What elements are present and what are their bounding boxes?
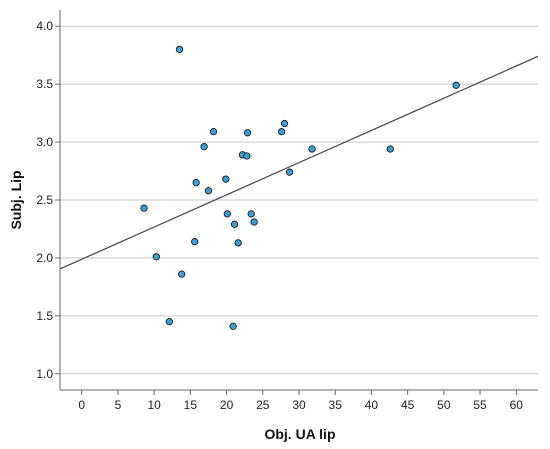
x-tick-label: 45 xyxy=(401,398,415,412)
y-tick-label: 3.0 xyxy=(36,135,53,149)
x-tick-label: 40 xyxy=(365,398,379,412)
x-tick-label: 35 xyxy=(329,398,343,412)
data-point xyxy=(243,152,251,160)
data-point xyxy=(192,178,200,187)
data-point xyxy=(285,168,294,176)
x-tick-label: 60 xyxy=(510,398,524,412)
data-point xyxy=(247,210,255,218)
data-point xyxy=(191,238,199,246)
fit-line xyxy=(59,55,539,270)
data-point xyxy=(234,239,242,247)
x-axis-title: Obj. UA lip xyxy=(264,426,335,442)
data-point xyxy=(140,204,148,212)
data-point xyxy=(452,81,460,89)
data-point xyxy=(223,210,231,218)
x-tick-label: 5 xyxy=(115,398,122,412)
data-point xyxy=(204,187,213,195)
y-tick-label: 2.0 xyxy=(36,251,53,265)
x-tick-label: 10 xyxy=(147,398,161,412)
y-tick-label: 1.5 xyxy=(36,309,53,323)
data-points xyxy=(140,45,460,330)
axes xyxy=(55,10,538,395)
data-point xyxy=(277,127,286,136)
x-tick-label: 50 xyxy=(437,398,451,412)
data-point xyxy=(280,119,289,128)
y-tick-label: 3.5 xyxy=(36,77,53,91)
data-point xyxy=(165,317,174,326)
data-point xyxy=(175,45,184,54)
y-tick-label: 4.0 xyxy=(36,19,53,33)
data-point xyxy=(178,270,186,278)
y-axis-title: Subj. Lip xyxy=(8,170,24,229)
data-point xyxy=(152,253,160,261)
data-point xyxy=(308,145,316,153)
x-tick-label: 0 xyxy=(78,398,85,412)
grid-lines xyxy=(60,25,538,375)
x-tick-label: 30 xyxy=(292,398,306,412)
data-point xyxy=(222,175,230,183)
x-tick-label: 20 xyxy=(220,398,234,412)
x-tick-label: 15 xyxy=(184,398,198,412)
data-point xyxy=(230,220,239,228)
data-point xyxy=(200,143,208,151)
data-point xyxy=(250,218,258,226)
y-tick-label: 1.0 xyxy=(36,367,53,381)
x-tick-label: 55 xyxy=(473,398,487,412)
y-tick-labels: 1.0 1.5 2.0 2.5 3.0 3.5 4.0 xyxy=(36,19,53,381)
y-tick-label: 2.5 xyxy=(36,193,53,207)
data-point xyxy=(209,127,218,136)
data-point xyxy=(386,145,394,153)
x-tick-label: 25 xyxy=(256,398,270,412)
data-point xyxy=(229,322,237,330)
fit-line-group xyxy=(59,55,539,270)
data-point xyxy=(243,129,252,137)
x-tick-labels: 0 5 10 15 20 25 30 35 40 45 50 55 60 xyxy=(78,398,523,412)
